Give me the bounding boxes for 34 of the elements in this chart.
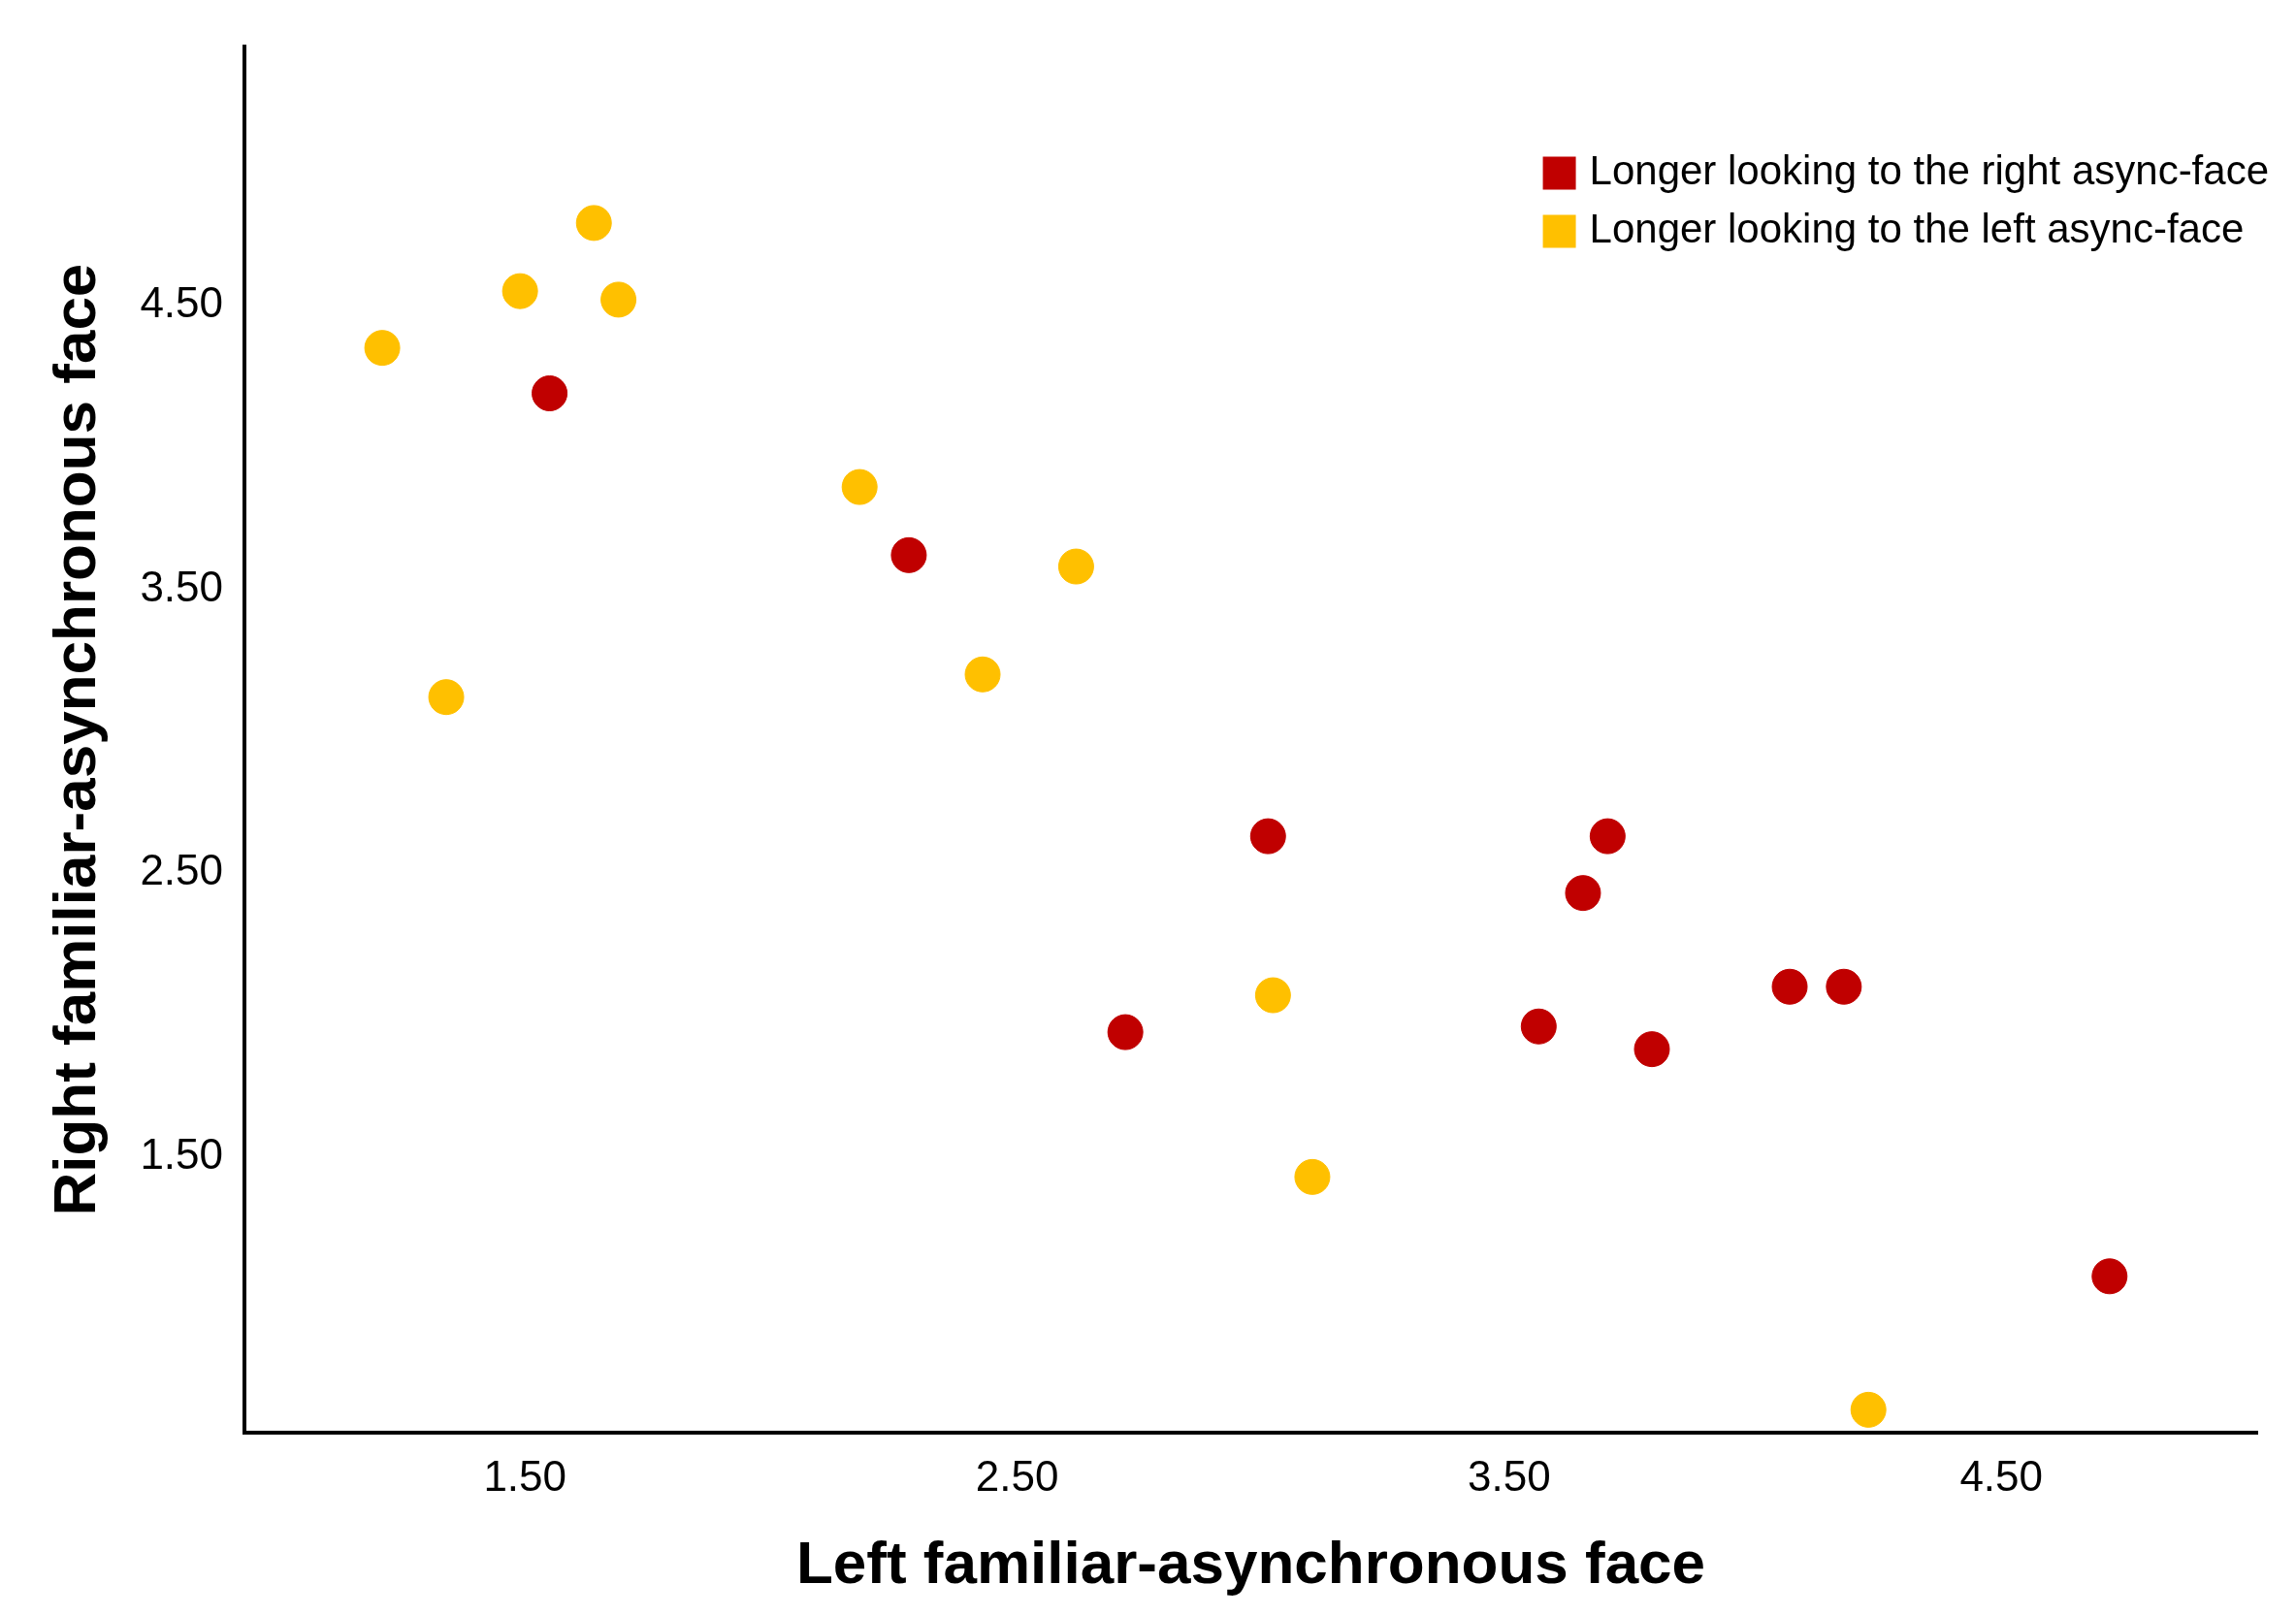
point	[600, 281, 637, 318]
y-tick-label: 3.50	[140, 562, 224, 610]
point	[1850, 1391, 1887, 1428]
point	[1107, 1014, 1144, 1050]
legend-label: Longer looking to the left async-face	[1589, 205, 2245, 251]
point	[1254, 977, 1291, 1014]
point	[2091, 1258, 2128, 1295]
point	[1589, 818, 1626, 855]
point	[532, 375, 568, 411]
point	[841, 469, 878, 505]
x-tick-label: 2.50	[975, 1452, 1059, 1501]
point	[964, 656, 1001, 693]
x-axis-title: Left familiar-asynchronous face	[795, 1528, 1706, 1596]
point	[575, 205, 612, 242]
point	[1294, 1158, 1331, 1195]
point	[1633, 1031, 1670, 1068]
x-tick-label: 1.50	[483, 1452, 567, 1501]
point	[1249, 818, 1286, 855]
legend-label: Longer looking to the right async-face	[1589, 146, 2270, 193]
point	[364, 330, 401, 367]
point	[890, 536, 927, 573]
y-axis-title: Right familiar-asynchronous face	[41, 263, 109, 1216]
point	[1520, 1008, 1557, 1045]
y-tick-label: 2.50	[140, 846, 224, 894]
point	[1057, 548, 1094, 585]
point	[501, 273, 538, 309]
y-tick-label: 4.50	[140, 277, 224, 326]
point	[1771, 968, 1808, 1005]
point	[1565, 875, 1601, 912]
y-tick-label: 1.50	[140, 1130, 224, 1179]
x-tick-label: 4.50	[1959, 1452, 2044, 1501]
point	[1826, 968, 1862, 1005]
x-tick-label: 3.50	[1468, 1452, 1551, 1501]
point	[428, 679, 465, 716]
